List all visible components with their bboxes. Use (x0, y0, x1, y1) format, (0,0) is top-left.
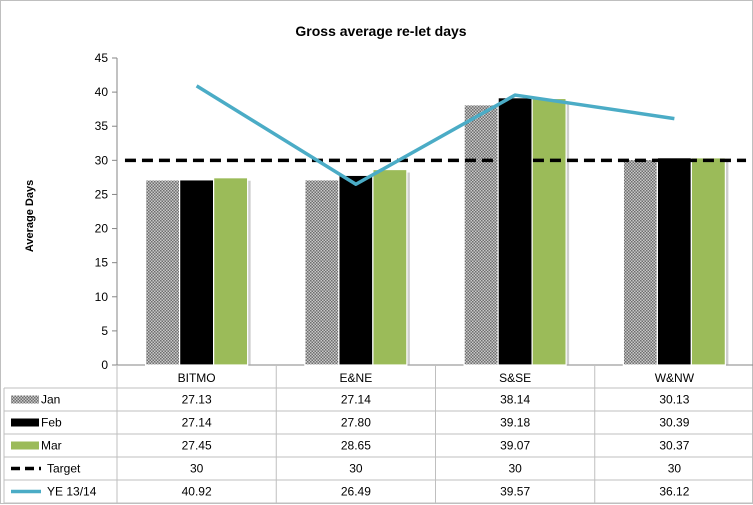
y-tick-label: 10 (95, 290, 109, 304)
table-cell-value: 38.14 (500, 393, 530, 407)
chart-title: Gross average re-let days (295, 23, 466, 39)
legend-key-jan (11, 395, 39, 404)
y-tick-label: 5 (101, 324, 108, 338)
bar-jan (463, 104, 499, 366)
table-cell-value: 30 (349, 462, 363, 476)
legend-label: Mar (41, 439, 62, 453)
table-cell-value: 27.13 (182, 393, 212, 407)
y-tick-label: 0 (101, 358, 108, 372)
category-label: E&NE (340, 371, 373, 385)
table-cell-value: 30.37 (659, 439, 689, 453)
y-tick-label: 40 (95, 85, 109, 99)
legend-key-mar (11, 441, 39, 450)
legend-label: Target (47, 462, 81, 476)
category-label: BITMO (178, 371, 216, 385)
table-cell-value: 30 (508, 462, 522, 476)
plot-area: 0 5 10 15 20 25 30 35 40 45 (95, 51, 753, 372)
table-cell-value: 39.57 (500, 485, 530, 499)
y-tick-label: 35 (95, 119, 109, 133)
bar-feb (497, 97, 533, 366)
legend-key-feb (11, 418, 39, 427)
bar-feb (656, 157, 692, 366)
legend-label: Jan (41, 393, 60, 407)
bar-feb (179, 179, 215, 366)
table-cell-value: 30.39 (659, 416, 689, 430)
table-cell-value: 30 (190, 462, 204, 476)
data-table: BITMO E&NE S&SE W&NW Jan 27.13 27.14 38.14 30.13… (3, 365, 752, 504)
table-cell-value: 26.49 (341, 485, 371, 499)
bar-mar (372, 168, 408, 366)
table-cell-value: 36.12 (659, 485, 689, 499)
legend-label: YE 13/14 (47, 485, 97, 499)
table-cell-value: 30 (668, 462, 682, 476)
bar-jan (145, 179, 181, 366)
table-cell-value: 39.07 (500, 439, 530, 453)
y-tick-label: 15 (95, 256, 109, 270)
y-tick-label: 25 (95, 187, 109, 201)
table-cell-value: 27.14 (182, 416, 212, 430)
category-label: S&SE (499, 371, 531, 385)
y-tick-label: 20 (95, 222, 109, 236)
table-cell-value: 30.13 (659, 393, 689, 407)
y-axis-label: Average Days (24, 180, 36, 252)
table-cell-value: 28.65 (341, 439, 371, 453)
table-cell-value: 27.14 (341, 393, 371, 407)
bar-mar (531, 97, 567, 366)
table-cell-value: 40.92 (182, 485, 212, 499)
ye-13-14-line (195, 84, 675, 187)
table-cell-value: 39.18 (500, 416, 530, 430)
legend-label: Feb (41, 416, 62, 430)
y-tick-label: 30 (95, 153, 109, 167)
table-cell-value: 27.45 (182, 439, 212, 453)
bar-jan (304, 179, 340, 366)
table-cell-value: 27.80 (341, 416, 371, 430)
bar-jan (622, 158, 658, 366)
category-label: W&NW (655, 371, 695, 385)
bar-feb (338, 174, 374, 366)
bar-mar (213, 177, 249, 366)
bar-mar (690, 157, 726, 366)
y-tick-label: 45 (95, 51, 109, 65)
